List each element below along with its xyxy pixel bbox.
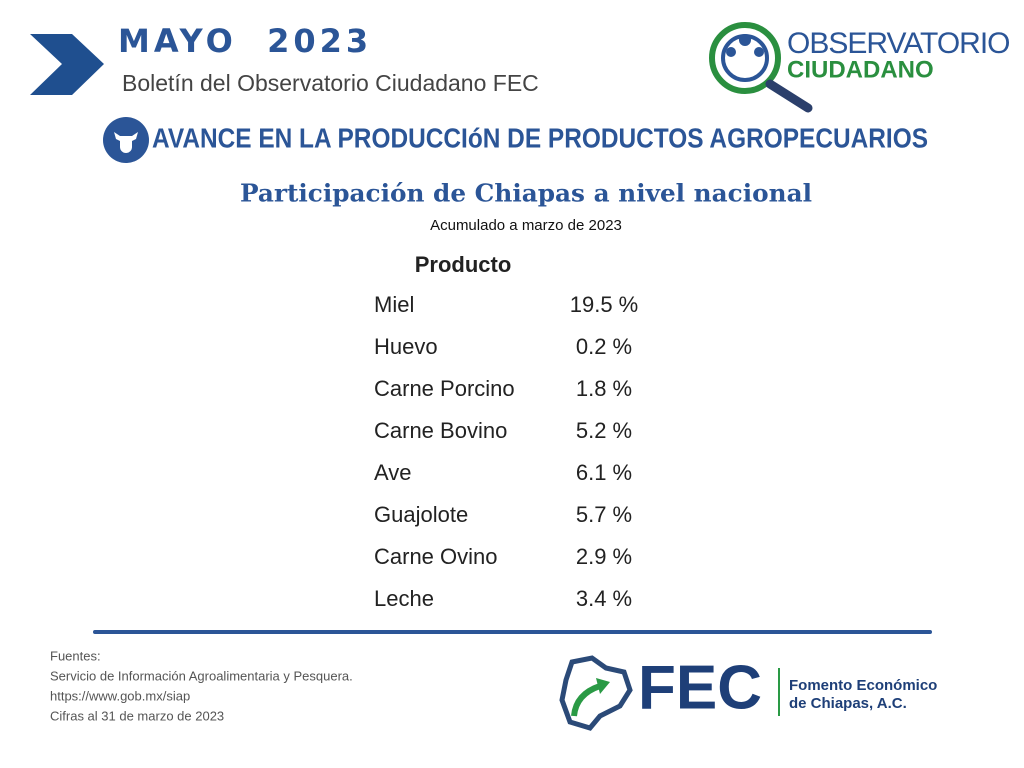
section-title: AVANCE EN LA PRODUCCIóN DE PRODUCTOS AGR… (152, 122, 928, 153)
observatorio-logo: OBSERVATORIO CIUDADANO (709, 22, 1011, 113)
product-share: 19.5 % (570, 292, 639, 317)
product-share: 3.4 % (576, 586, 632, 611)
source-line: Cifras al 31 de marzo de 2023 (50, 708, 224, 723)
table-title: Participación de Chiapas a nivel naciona… (240, 179, 812, 208)
product-name: Ave (374, 460, 412, 485)
title: MAYO 2023 (118, 22, 372, 60)
product-share: 0.2 % (576, 334, 632, 359)
subtitle: Boletín del Observatorio Ciudadano FEC (122, 70, 539, 96)
source-line: https://www.gob.mx/siap (50, 688, 190, 703)
product-name: Carne Ovino (374, 544, 498, 569)
table-header: Producto (415, 252, 512, 277)
sources: Fuentes: Servicio de Información Agroalim… (50, 648, 353, 723)
brand-name: Fomento Económico (789, 677, 937, 694)
product-name: Huevo (374, 334, 438, 359)
product-name: Guajolote (374, 502, 468, 527)
logo-line1: OBSERVATORIO (787, 27, 1010, 60)
fec-logo: FEC Fomento Económico de Chiapas, A.C. (559, 653, 937, 731)
product-name: Leche (374, 586, 434, 611)
table-subtitle: Acumulado a marzo de 2023 (430, 217, 622, 234)
logo-line2: CIUDADANO (787, 56, 934, 83)
cow-head (114, 132, 138, 153)
chevron (30, 34, 104, 95)
source-line: Servicio de Información Agroalimentaria … (50, 668, 353, 683)
product-share: 1.8 % (576, 376, 632, 401)
product-share: 5.2 % (576, 418, 632, 443)
table-rows: Miel 19.5 % Huevo 0.2 % Carne Porcino 1.8 % Ca… (374, 292, 638, 611)
brand: FEC (638, 653, 762, 722)
product-share: 6.1 % (576, 460, 632, 485)
product-share: 2.9 % (576, 544, 632, 569)
product-name: Carne Porcino (374, 376, 515, 401)
brand-name: de Chiapas, A.C. (789, 695, 907, 712)
product-name: Miel (374, 292, 414, 317)
source-line: Fuentes: (50, 648, 101, 663)
product-share: 5.7 % (576, 502, 632, 527)
product-name: Carne Bovino (374, 418, 507, 443)
